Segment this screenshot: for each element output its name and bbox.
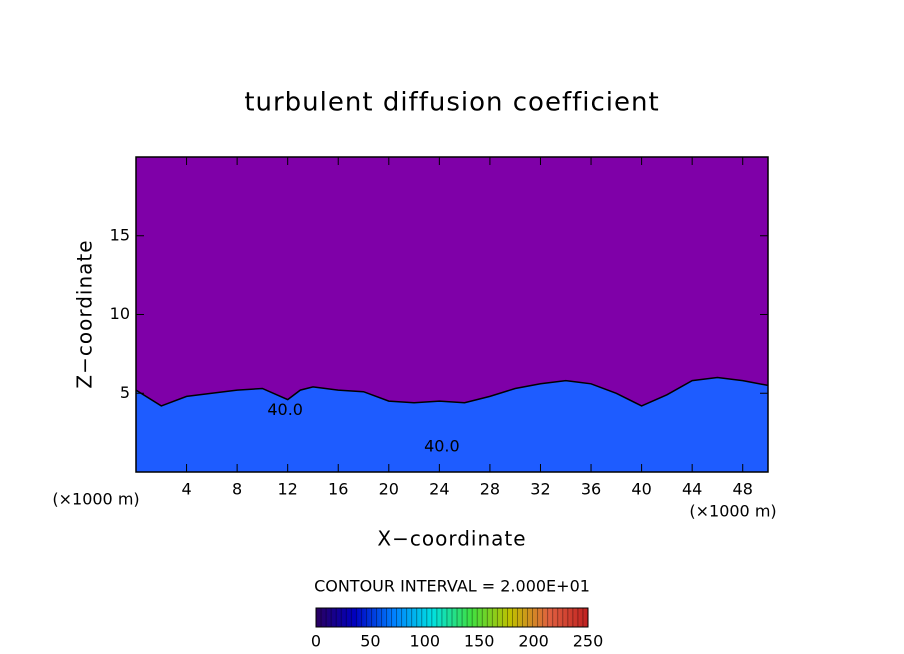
colorbar-tick-label: 50 [360,632,380,651]
x-tick-label: 44 [682,480,702,499]
y-tick-label: 15 [110,225,130,244]
contour-interval: CONTOUR INTERVAL = 2.000E+01 [314,577,590,596]
contour-label: 40.0 [267,400,303,419]
x-tick-label: 32 [530,480,550,499]
x-unit-label: (×1000 m) [689,502,776,521]
contour-line [136,376,768,407]
x-unit-label: (×1000 m) [52,490,139,509]
contour-label: 40.0 [424,436,460,455]
colorbar-tick-label: 0 [311,632,321,651]
colorbar-tick-label: 200 [518,632,549,651]
colorbar [315,607,589,628]
x-tick-label: 28 [480,480,500,499]
colorbar-tick-label: 150 [464,632,495,651]
x-tick-label: 12 [278,480,298,499]
colorbar-tick-label: 100 [410,632,441,651]
x-tick-label: 40 [631,480,651,499]
x-tick-label: 48 [733,480,753,499]
chart-title: turbulent diffusion coefficient [244,88,659,118]
x-tick-label: 16 [328,480,348,499]
turbulent-layer [136,377,768,472]
x-tick-label: 8 [232,480,242,499]
y-axis-label: Z−coordinate [73,239,97,388]
x-tick-label: 20 [379,480,399,499]
y-tick-label: 10 [110,304,130,323]
x-tick-label: 4 [181,480,191,499]
x-tick-label: 24 [429,480,449,499]
y-tick-label: 5 [120,383,130,402]
x-tick-label: 36 [581,480,601,499]
x-axis-label: X−coordinate [377,527,526,551]
colorbar-tick-label: 250 [573,632,604,651]
